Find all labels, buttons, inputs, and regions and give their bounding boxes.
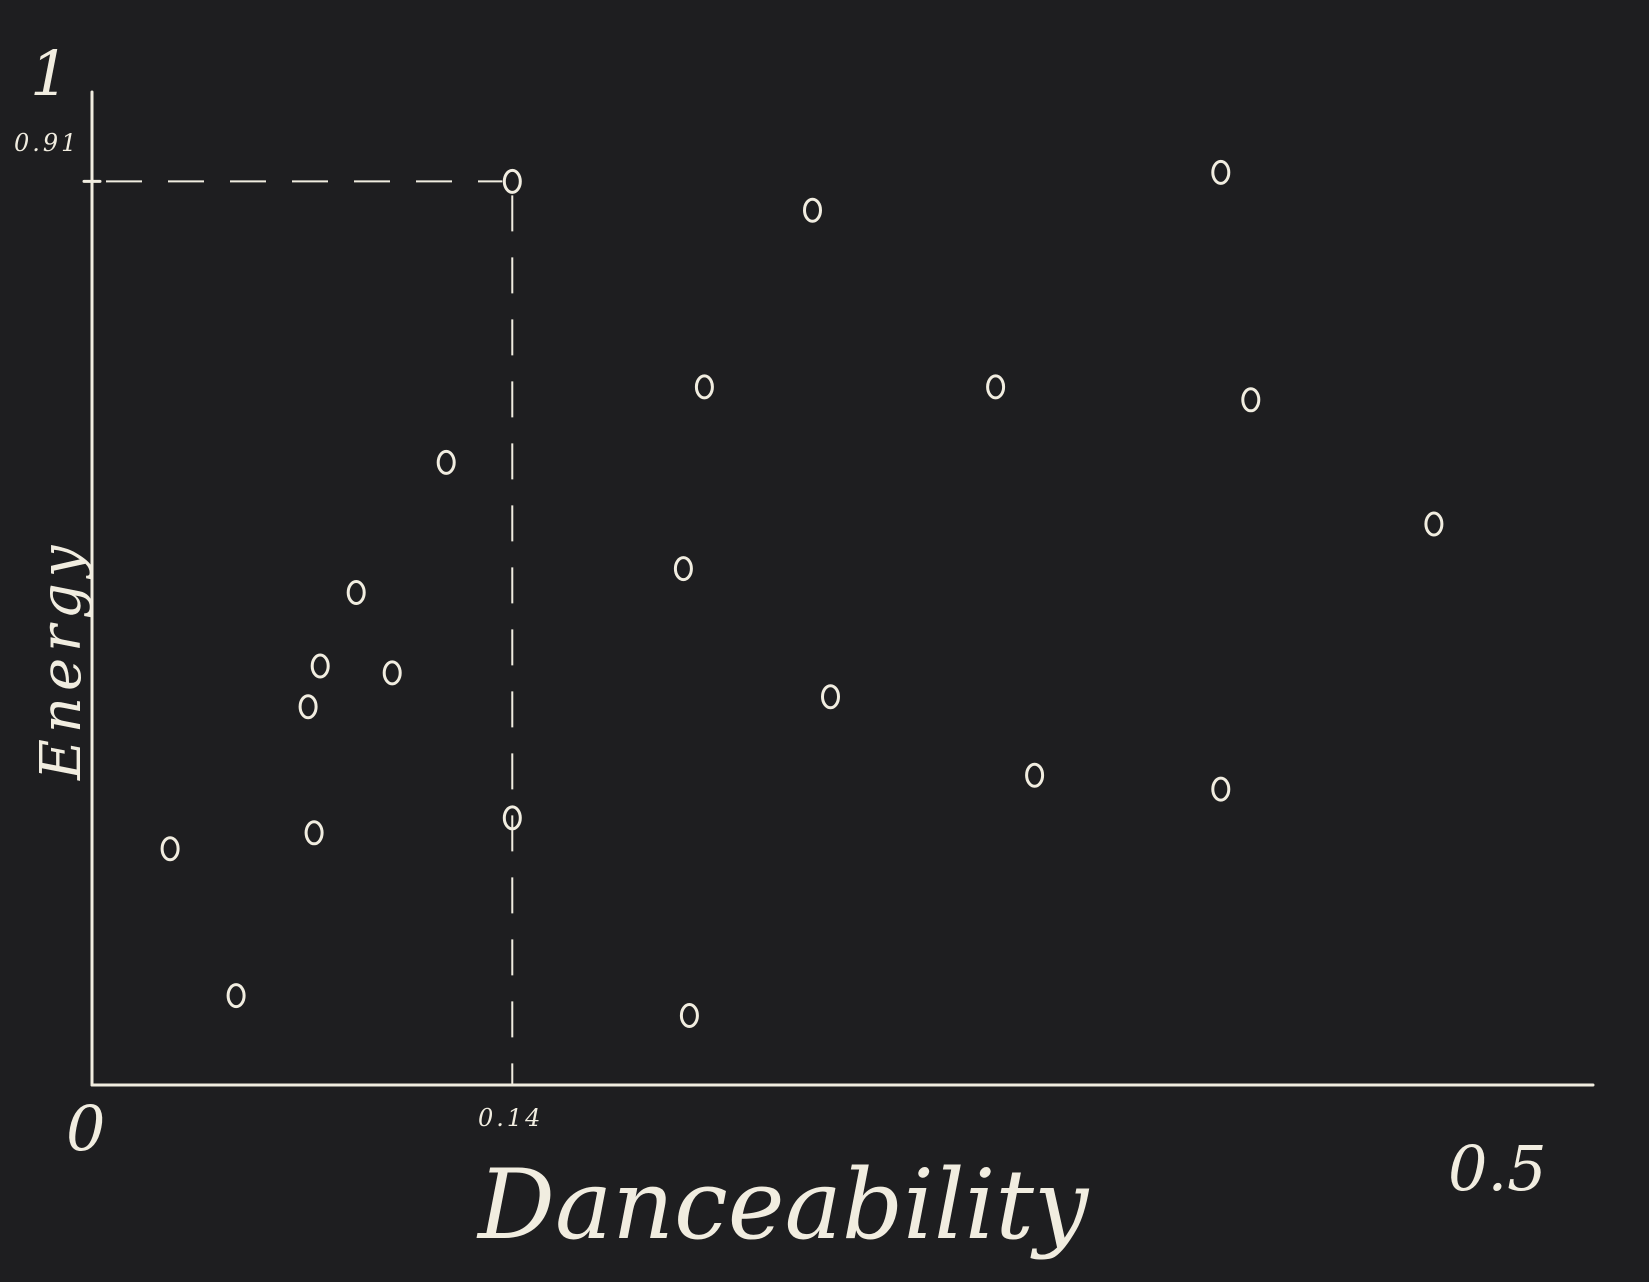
scatter-point-14 — [821, 684, 840, 710]
scatter-point-0 — [160, 836, 180, 862]
x-tick-label-1: 0.14 — [478, 1104, 543, 1132]
scatter-point-11 — [694, 374, 714, 400]
scatter-point-5 — [346, 580, 366, 605]
x-axis-label: Danceability — [476, 1149, 1090, 1261]
scatter-point-3 — [298, 694, 318, 720]
scatter-point-10 — [673, 556, 693, 582]
scatter-point-17 — [1211, 776, 1231, 802]
scatter-point-13 — [803, 197, 822, 223]
y-tick-label-0: 1 — [30, 37, 69, 110]
scatter-point-4 — [310, 653, 330, 679]
scatter-point-12 — [679, 1003, 699, 1028]
x-tick-label-0: 0 — [66, 1092, 105, 1165]
scatter-point-1 — [226, 983, 246, 1009]
scatter-point-15 — [986, 374, 1006, 400]
scatter-point-19 — [1241, 387, 1261, 413]
scatter-point-18 — [1211, 159, 1231, 185]
points-layer — [160, 159, 1444, 1028]
scatter-point-16 — [1025, 762, 1045, 788]
x-tick-label-2: 0.5 — [1448, 1132, 1547, 1205]
scatter-point-20 — [1424, 511, 1444, 537]
scatter-point-7 — [436, 449, 456, 475]
scatter-point-6 — [382, 660, 402, 686]
y-axis-label: Energy — [29, 540, 94, 781]
scatter-point-8 — [502, 168, 522, 194]
scatter-point-2 — [304, 820, 324, 846]
scatter-point-9 — [502, 805, 522, 831]
y-tick-label-1: 0.91 — [14, 129, 79, 157]
